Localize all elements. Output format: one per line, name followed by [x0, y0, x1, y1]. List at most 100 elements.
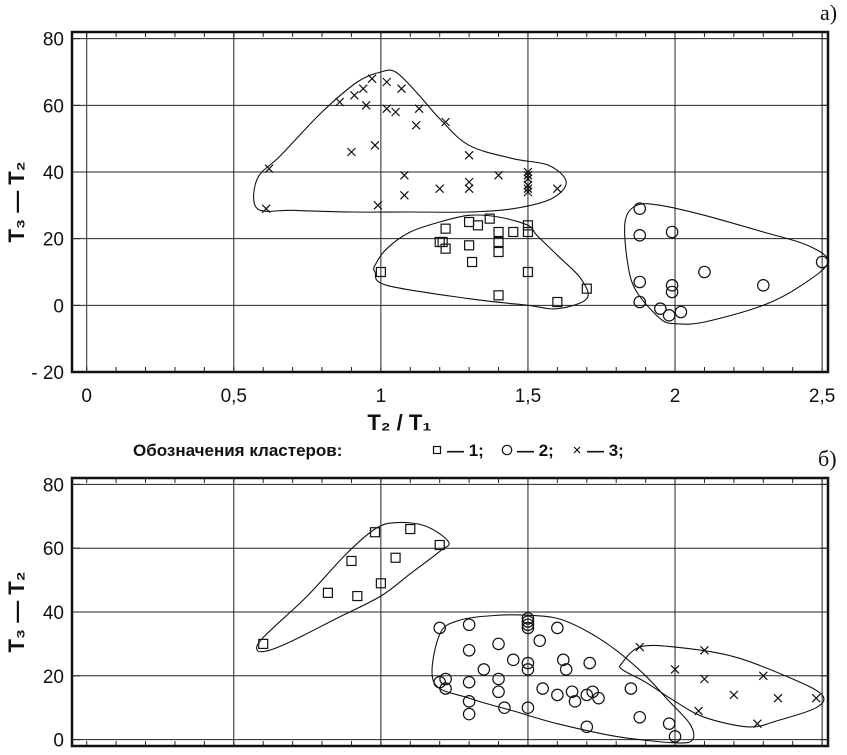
- cluster-2-point: [551, 621, 564, 635]
- cluster-3-point: [391, 107, 401, 117]
- cluster-3-point: [414, 104, 424, 114]
- cluster-1-point: [508, 226, 519, 238]
- cluster-3-point: [411, 120, 421, 130]
- y-tick-label: 80: [43, 30, 64, 51]
- cluster-2-point: [477, 663, 491, 676]
- cluster-3-point: [523, 174, 533, 184]
- cluster-1-outline: [255, 521, 450, 653]
- cluster-1-point: [440, 243, 451, 254]
- cluster-3-point: [264, 164, 274, 174]
- cluster-3-point: [700, 674, 709, 684]
- y-tick-label: 20: [43, 230, 64, 251]
- cluster-2-point: [633, 229, 647, 242]
- panel-a-points: [261, 74, 829, 322]
- cluster-2-point: [592, 691, 605, 705]
- panel-a-frame: [70, 30, 830, 374]
- legend-title: Обозначения кластеров:: [133, 441, 342, 460]
- cluster-2-point: [439, 672, 452, 686]
- cluster-2-point: [568, 695, 582, 708]
- cluster-1-point: [390, 552, 401, 563]
- y-tick-label: 60: [43, 539, 64, 560]
- cluster-3-point: [435, 184, 445, 194]
- cluster-1-point: [522, 266, 534, 278]
- cluster-2-point: [674, 305, 688, 319]
- cluster-3-point: [382, 104, 392, 114]
- cluster-3-point: [729, 690, 739, 700]
- cluster-3-point: [464, 177, 474, 187]
- cluster-2-point: [533, 634, 547, 648]
- cluster-3-point: [464, 184, 474, 194]
- cluster-3-point: [382, 77, 392, 87]
- cluster-1-point: [581, 283, 592, 294]
- cluster-3-point: [494, 170, 503, 180]
- cluster-3-point: [670, 665, 680, 674]
- x-tick-label: 0: [81, 386, 92, 407]
- panel-b-cluster-outlines: [255, 521, 825, 744]
- y-tick-label: - 20: [31, 363, 64, 384]
- cluster-2-point: [665, 279, 679, 292]
- cluster-legend: Обозначения кластеров: — 1; — 2; — 3;: [133, 441, 624, 460]
- cluster-1-point: [375, 578, 386, 589]
- panel-b-tick-labels: 0 20 40 60 80: [43, 475, 64, 751]
- cluster-2-point: [668, 730, 682, 743]
- cluster-3-point: [523, 170, 533, 180]
- cluster-1-point: [493, 236, 504, 248]
- cluster-1-point: [258, 638, 269, 650]
- cluster-3-point: [373, 200, 383, 210]
- cluster-3-point: [367, 74, 377, 84]
- cluster-2-point: [633, 710, 647, 724]
- cluster-3-point: [811, 693, 821, 703]
- cluster-2-point: [624, 682, 638, 695]
- cluster-3-point: [773, 693, 783, 703]
- cluster-1-point: [405, 523, 416, 535]
- cluster-2-point: [462, 675, 476, 689]
- y-tick-label: 60: [43, 96, 64, 117]
- y-tick-label: 20: [43, 667, 64, 688]
- cluster-3-point: [552, 184, 562, 194]
- cluster-2-point: [498, 701, 511, 715]
- cluster-3-point: [261, 204, 271, 214]
- cluster-2-point: [492, 637, 505, 651]
- cluster-3-point: [397, 84, 406, 94]
- cluster-2-point: [521, 618, 535, 632]
- cluster-3-point: [358, 84, 368, 94]
- cluster-1-point: [375, 266, 386, 278]
- cluster-3-outline: [253, 69, 567, 213]
- cluster-3-point: [347, 147, 356, 157]
- cluster-3-point: [441, 117, 451, 127]
- cluster-2-point: [559, 663, 573, 676]
- cluster-1-point: [472, 220, 484, 231]
- cluster-2-point: [492, 672, 505, 686]
- cluster-2-point: [662, 717, 676, 730]
- panel-a-x-axis-label: T₂ / T₁: [367, 410, 431, 435]
- panel-a-tick-labels: - 20 0 20 40 60 80 0 0,5 1 1,5 2 2,5: [31, 30, 835, 407]
- x-tick-label: 0,5: [221, 386, 247, 407]
- cluster-2-outline: [624, 203, 829, 325]
- cluster-2-point: [506, 653, 520, 667]
- cluster-3-point: [758, 671, 768, 681]
- cluster-2-point: [580, 720, 594, 734]
- cluster-1-point: [434, 539, 445, 551]
- cluster-3-point: [523, 167, 533, 177]
- cluster-2-point: [580, 688, 594, 702]
- cluster-2-point: [462, 695, 476, 708]
- legend-marker-1: [432, 445, 442, 455]
- x-tick-label: 1,5: [515, 386, 541, 407]
- y-tick-label: 40: [43, 163, 64, 184]
- x-tick-label: 2: [670, 386, 681, 407]
- cluster-3-point: [399, 170, 409, 180]
- cluster-3-point: [523, 187, 533, 197]
- cluster-3-point: [399, 190, 409, 200]
- cluster-3-point: [700, 645, 709, 655]
- panel-a-y-axis-label: T₃ — T₂: [4, 161, 29, 242]
- panel-a-scatter: а) - 20 0 20 40 60 80 0 0,5 1 1,5 2 2,5 T₃ — T₂ T₂ …: [4, 0, 837, 435]
- cluster-2-point: [521, 615, 535, 628]
- legend-items: — 1; — 2; — 3;: [432, 441, 624, 460]
- cluster-2-point: [551, 688, 564, 702]
- cluster-2-point: [665, 225, 679, 239]
- legend-label-2: — 2;: [517, 441, 554, 460]
- cluster-2-point: [521, 701, 535, 715]
- cluster-2-point: [556, 653, 570, 667]
- cluster-3-point: [635, 642, 645, 652]
